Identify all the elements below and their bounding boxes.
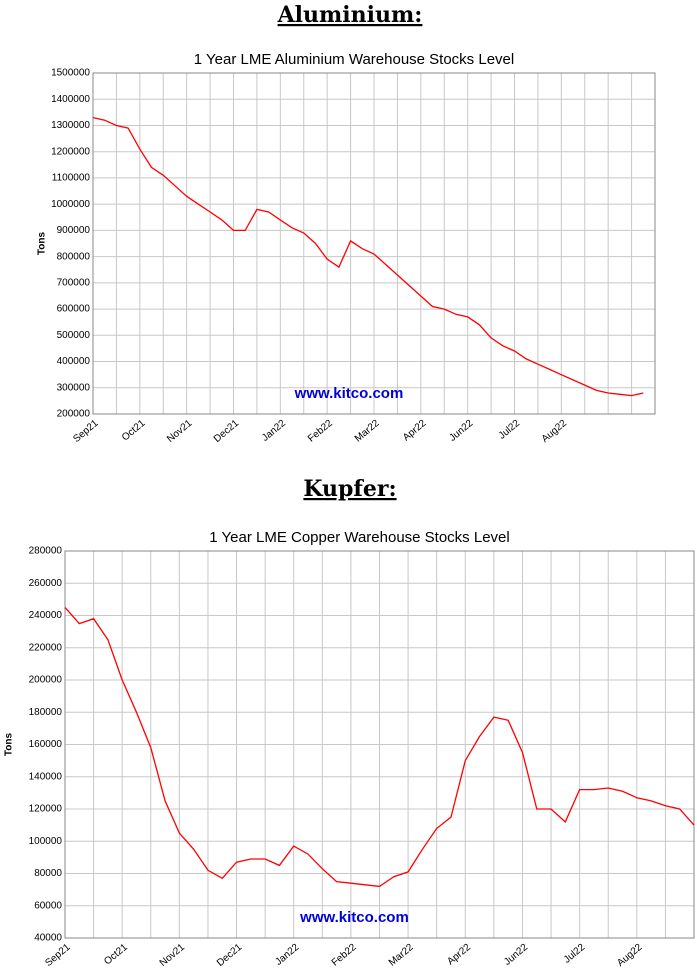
- x-tick-label: Dec21: [212, 418, 242, 445]
- y-tick-label: 1300000: [51, 120, 90, 131]
- y-tick-label: 220000: [29, 642, 63, 653]
- x-tick-label: Apr22: [445, 942, 473, 968]
- y-tick-label: 260000: [29, 578, 63, 589]
- y-tick-label: 60000: [34, 900, 62, 911]
- y-tick-label: 900000: [57, 225, 91, 236]
- data-line: [64, 606, 695, 888]
- x-tick-label: Dec21: [215, 942, 245, 969]
- x-tick-label: Sep21: [43, 942, 73, 969]
- y-tick-label: 160000: [29, 739, 63, 750]
- y-tick-label: 200000: [29, 675, 63, 686]
- y-tick-label: 500000: [57, 330, 91, 341]
- y-tick-label: 180000: [29, 707, 63, 718]
- y-tick-label: 1400000: [51, 94, 90, 105]
- x-tick-label: Aug22: [540, 418, 570, 445]
- x-tick-label: Feb22: [330, 942, 359, 969]
- x-tick-label: Jul22: [497, 418, 523, 442]
- y-tick-label: 240000: [29, 610, 63, 621]
- annotation: www.kitco.com: [299, 909, 409, 926]
- heading: Aluminium:: [277, 2, 423, 28]
- y-tick-label: 700000: [57, 277, 91, 288]
- x-tick-label: Aug22: [615, 942, 645, 969]
- x-tick-label: Feb22: [306, 418, 335, 445]
- x-tick-label: Jun22: [447, 418, 475, 444]
- plot-border: [64, 550, 695, 939]
- y-tick-label: 200000: [57, 409, 91, 420]
- x-tick-label: Nov21: [158, 942, 188, 969]
- y-tick-label: 300000: [57, 382, 91, 393]
- y-axis-label: Tons: [4, 732, 15, 756]
- y-axis-label: Tons: [37, 231, 48, 255]
- y-tick-label: 1100000: [52, 173, 91, 184]
- y-tick-label: 1200000: [51, 146, 90, 157]
- x-tick-label: Mar22: [387, 942, 416, 969]
- annotation: www.kitco.com: [294, 385, 404, 402]
- x-tick-label: Oct21: [102, 942, 130, 968]
- x-tick-label: Jan22: [260, 418, 288, 444]
- y-tick-label: 80000: [34, 868, 62, 879]
- x-tick-label: Nov21: [165, 418, 195, 445]
- y-tick-label: 40000: [34, 933, 62, 944]
- y-tick-label: 140000: [29, 771, 63, 782]
- y-tick-label: 280000: [29, 546, 63, 557]
- y-tick-label: 400000: [57, 356, 91, 367]
- x-tick-label: Apr22: [401, 418, 429, 444]
- y-tick-label: 120000: [29, 804, 63, 815]
- heading: Kupfer:: [303, 476, 396, 502]
- x-tick-label: Mar22: [353, 418, 382, 445]
- x-tick-label: Jul22: [562, 942, 588, 966]
- x-tick-label: Jan22: [273, 942, 301, 968]
- x-tick-label: Jun22: [502, 942, 530, 968]
- x-tick-label: Oct21: [120, 418, 148, 444]
- y-tick-label: 600000: [57, 304, 91, 315]
- y-tick-label: 800000: [57, 251, 91, 262]
- plot-border: [92, 72, 656, 415]
- chart-title: 1 Year LME Aluminium Warehouse Stocks Le…: [194, 51, 514, 68]
- x-tick-label: Sep21: [71, 418, 101, 445]
- y-tick-label: 1500000: [51, 68, 90, 79]
- chart-title: 1 Year LME Copper Warehouse Stocks Level: [209, 529, 509, 546]
- y-tick-label: 100000: [29, 836, 63, 847]
- data-line: [92, 116, 644, 397]
- y-tick-label: 1000000: [51, 199, 90, 210]
